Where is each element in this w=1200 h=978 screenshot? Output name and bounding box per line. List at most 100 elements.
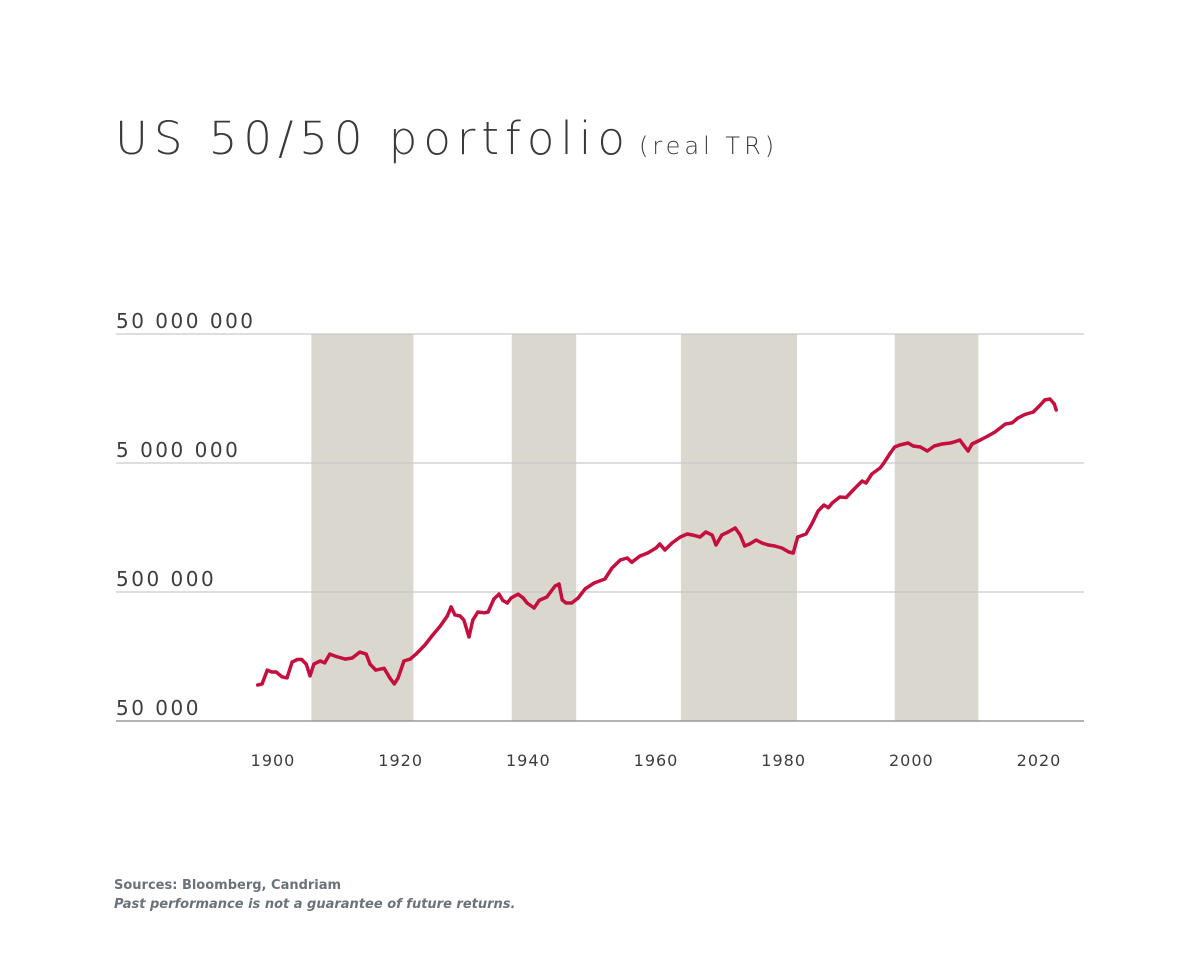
x-tick-label: 1920 [378, 751, 423, 770]
data-point [453, 613, 457, 617]
y-tick-label: 5 000 000 [116, 438, 240, 462]
data-point [1052, 402, 1056, 406]
data-point [449, 605, 453, 609]
data-point [388, 676, 392, 680]
data-point [932, 444, 936, 448]
data-point [726, 530, 730, 534]
data-point [618, 558, 622, 562]
data-point [918, 445, 922, 449]
data-point [754, 538, 758, 542]
data-point [830, 501, 834, 505]
data-point [471, 618, 475, 622]
data-point [350, 656, 354, 660]
data-point [285, 676, 289, 680]
data-point [576, 596, 580, 600]
data-point [658, 542, 662, 546]
data-point [265, 668, 269, 672]
data-point [906, 441, 910, 445]
data-point [678, 535, 682, 539]
data-point [816, 509, 820, 513]
data-point [704, 530, 708, 534]
data-point [509, 596, 513, 600]
data-point [663, 548, 667, 552]
data-point [462, 618, 466, 622]
data-point [557, 582, 561, 586]
x-tick-label: 1940 [506, 751, 551, 770]
data-point [312, 662, 316, 666]
data-point [525, 601, 529, 605]
data-point [274, 670, 278, 674]
data-point [1031, 410, 1035, 414]
data-point [280, 675, 284, 679]
data-point [766, 543, 770, 547]
data-point [583, 587, 587, 591]
data-point [610, 566, 614, 570]
data-point [364, 652, 368, 656]
data-point [392, 682, 396, 686]
data-point [334, 654, 338, 659]
data-point [898, 443, 902, 447]
data-point [501, 598, 505, 603]
data-point [948, 441, 952, 445]
data-point [826, 506, 830, 510]
data-point [958, 438, 962, 442]
x-tick-label: 1980 [761, 751, 806, 770]
data-point [780, 546, 784, 550]
data-point [260, 682, 264, 686]
data-point [402, 659, 406, 663]
data-point [963, 445, 967, 449]
data-point [382, 666, 386, 670]
data-point [1023, 412, 1027, 417]
data-point [710, 533, 714, 537]
chart-title: US 50/50 portfolio (real TR) [115, 112, 778, 165]
data-point [516, 592, 520, 596]
y-tick-label: 50 000 000 [116, 309, 256, 333]
data-point [537, 598, 541, 603]
data-point [1003, 422, 1007, 426]
data-point [323, 661, 327, 665]
data-point [497, 592, 501, 596]
data-point [458, 614, 462, 618]
data-point [864, 481, 868, 485]
data-point [646, 551, 650, 555]
data-point [630, 560, 634, 564]
data-point [698, 535, 702, 539]
data-point [893, 445, 897, 449]
x-tick-label: 1960 [634, 751, 679, 770]
shaded-period-1 [511, 334, 577, 721]
data-point [505, 601, 509, 605]
data-point [445, 614, 449, 618]
data-point [822, 503, 826, 507]
data-point [290, 660, 294, 664]
data-point [1010, 421, 1014, 425]
data-point [1054, 408, 1058, 412]
data-point [888, 451, 892, 455]
data-point [670, 541, 674, 545]
data-point [423, 643, 427, 647]
data-point [1043, 398, 1047, 402]
data-point [940, 442, 944, 446]
data-point [760, 541, 764, 545]
data-point [844, 495, 848, 500]
data-point [304, 662, 308, 666]
shaded-period-3 [894, 334, 979, 721]
data-point [787, 550, 791, 554]
y-tick-label: 50 000 [116, 696, 201, 720]
data-point [838, 495, 842, 499]
data-point [625, 556, 629, 560]
data-point [986, 434, 990, 438]
x-tick-label: 1900 [251, 751, 296, 770]
footer-sources: Sources: Bloomberg, Candriam [114, 878, 342, 893]
data-point [733, 526, 737, 530]
data-point [953, 440, 957, 444]
data-point [438, 624, 442, 628]
data-point [870, 472, 874, 476]
data-point [414, 652, 418, 656]
data-point [564, 601, 568, 605]
data-point [295, 657, 299, 662]
data-point [796, 535, 800, 539]
data-point [374, 668, 378, 672]
data-point [685, 532, 689, 536]
data-point [925, 449, 929, 453]
x-tick-label: 2000 [889, 751, 934, 770]
